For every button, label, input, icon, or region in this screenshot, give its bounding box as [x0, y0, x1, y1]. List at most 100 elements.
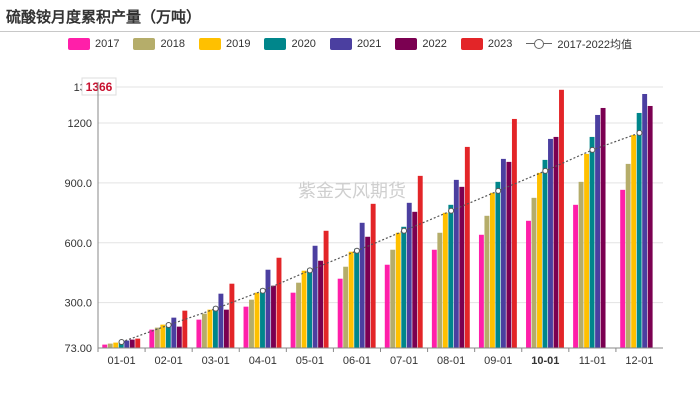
bar-2021-08-01 [453, 179, 459, 348]
bar-2018-09-01 [484, 215, 490, 348]
legend-swatch [133, 38, 156, 50]
x-tick-label: 06-01 [343, 355, 371, 367]
y-tick-label: 1200 [68, 118, 92, 130]
x-tick-label: 12-01 [625, 355, 653, 367]
x-tick-label: 10-01 [531, 355, 559, 367]
bar-2019-09-01 [489, 192, 495, 348]
legend-label: 2017 [95, 38, 120, 50]
bar-2023-08-01 [464, 146, 470, 348]
axis-layer: 73.00300.0600.0900.01200138136601-0102-0… [64, 77, 663, 367]
bar-2022-11-01 [600, 107, 606, 348]
bar-2019-10-01 [537, 172, 542, 348]
legend-label: 2022 [422, 38, 447, 50]
max-value-label: 1366 [86, 80, 113, 94]
bar-2020-07-01 [401, 226, 407, 348]
bar-2021-09-01 [500, 158, 506, 348]
bar-2017-03-01 [196, 319, 202, 348]
legend-item-2022[interactable]: 2022 [395, 38, 447, 50]
bar-2022-03-01 [223, 309, 229, 348]
bar-2020-03-01 [212, 306, 218, 348]
legend-line-marker [526, 38, 553, 50]
chart-title: 硫酸铵月度累积产量（万吨） [6, 8, 202, 26]
bar-2020-02-01 [165, 323, 171, 348]
legend-item-2018[interactable]: 2018 [133, 38, 185, 50]
legend-label: 2020 [291, 38, 316, 50]
bar-2022-01-01 [129, 339, 135, 348]
bar-2019-11-01 [584, 153, 590, 348]
x-tick-label: 08-01 [437, 355, 465, 367]
legend-item-2019[interactable]: 2019 [198, 38, 251, 50]
grid-layer [98, 86, 663, 349]
bar-2017-08-01 [431, 249, 437, 348]
legend-label: 2017-2022均值 [557, 39, 632, 51]
bar-2017-09-01 [478, 234, 484, 348]
legend-label: 2019 [225, 38, 251, 50]
bar-2022-08-01 [459, 186, 465, 348]
bar-2023-06-01 [370, 203, 376, 348]
bar-2023-07-01 [417, 175, 423, 348]
bar-2018-03-01 [201, 313, 207, 348]
legend-swatch [395, 38, 418, 50]
x-tick-label: 03-01 [202, 355, 230, 367]
average-point-05-01 [306, 267, 313, 274]
bar-2017-06-01 [337, 278, 343, 348]
bar-2019-03-01 [207, 309, 213, 348]
average-point-09-01 [495, 187, 502, 194]
bar-2017-02-01 [149, 329, 155, 348]
legend-label: 2018 [160, 38, 185, 50]
average-point-01-01 [118, 339, 125, 346]
bar-2021-10-01 [548, 138, 553, 348]
legend-item-2017[interactable]: 2017 [68, 38, 119, 50]
average-point-10-01 [542, 167, 549, 174]
average-line [121, 132, 640, 343]
average-point-11-01 [589, 146, 596, 153]
bar-2018-02-01 [154, 327, 160, 348]
legend-swatch [329, 38, 352, 50]
legend-item-2020[interactable]: 2020 [264, 38, 316, 50]
average-point-02-01 [165, 322, 172, 329]
bar-2022-09-01 [506, 161, 512, 348]
y-tick-label: 900.0 [64, 178, 92, 190]
average-point-06-01 [353, 247, 360, 254]
bar-2022-10-01 [553, 136, 559, 348]
bar-2019-02-01 [160, 324, 166, 348]
x-tick-label: 01-01 [107, 355, 135, 367]
x-tick-label: 05-01 [296, 355, 324, 367]
bar-2021-03-01 [218, 293, 224, 348]
legend-item-2021[interactable]: 2021 [329, 38, 381, 50]
legend: 2017 2018 2019 2020 2021 2022 2023 2017-2022均值 [0, 36, 700, 52]
bar-2022-12-01 [647, 105, 653, 349]
bar-2018-08-01 [437, 232, 443, 348]
legend-item-average[interactable]: 2017-2022均值 [526, 36, 632, 52]
legend-item-2023[interactable]: 2023 [460, 38, 513, 50]
bar-2019-05-01 [301, 270, 307, 348]
bar-2023-04-01 [276, 257, 282, 348]
average-line-layer [118, 129, 643, 346]
x-tick-label: 11-01 [579, 355, 606, 367]
bar-2022-07-01 [412, 211, 418, 348]
bars-layer [102, 89, 653, 349]
bar-2018-11-01 [578, 181, 584, 348]
bar-2022-06-01 [365, 236, 371, 348]
bar-2019-06-01 [348, 251, 354, 348]
bar-2021-11-01 [595, 114, 601, 348]
bar-2017-05-01 [290, 292, 296, 348]
bar-2021-05-01 [312, 245, 318, 348]
bar-2018-12-01 [625, 163, 631, 348]
average-point-08-01 [448, 207, 455, 214]
bar-2019-08-01 [442, 212, 448, 348]
legend-swatch [68, 38, 90, 50]
x-tick-label: 02-01 [155, 355, 183, 367]
bar-2023-03-01 [229, 283, 235, 348]
bar-2023-01-01 [135, 338, 141, 348]
bar-2020-04-01 [260, 288, 265, 348]
legend-swatch [198, 38, 221, 50]
bar-2023-09-01 [511, 118, 517, 348]
average-point-12-01 [636, 129, 643, 136]
bar-2019-07-01 [395, 232, 401, 348]
bar-2021-12-01 [642, 93, 648, 348]
bar-2017-11-01 [573, 204, 579, 348]
legend-label: 2023 [487, 38, 513, 50]
bar-2021-06-01 [359, 222, 365, 348]
